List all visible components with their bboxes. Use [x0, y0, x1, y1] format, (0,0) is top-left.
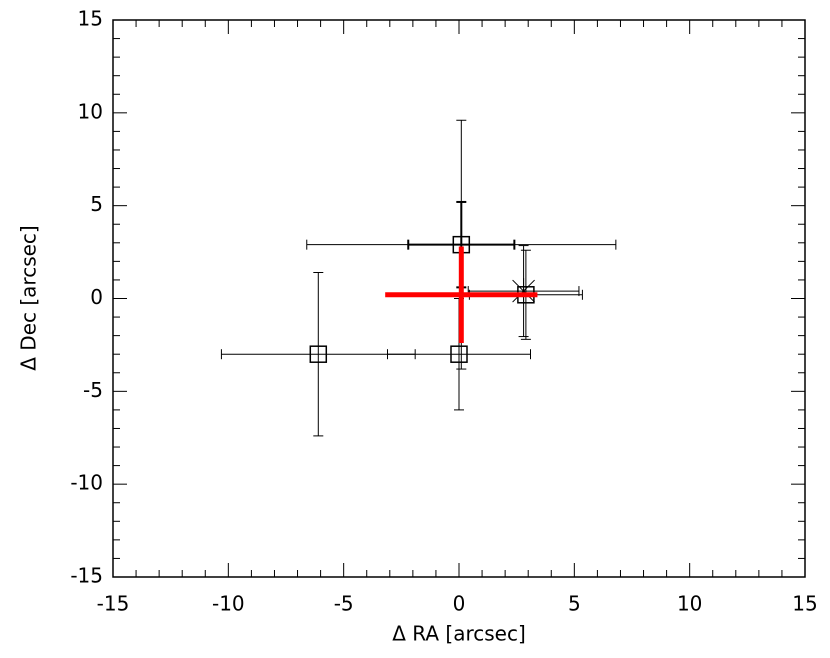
y-tick-label: 10: [78, 99, 103, 123]
y-axis-label: Δ Dec [arcsec]: [17, 225, 41, 370]
x-tick-label: 0: [453, 592, 466, 616]
x-tick-label: -5: [334, 592, 354, 616]
y-tick-label: -15: [70, 564, 103, 588]
y-tick-label: 5: [90, 192, 103, 216]
x-tick-label: 10: [677, 592, 702, 616]
x-tick-label: 15: [792, 592, 817, 616]
y-tick-label: 0: [90, 285, 103, 309]
square-marker: [309, 345, 328, 363]
x-axis-label: Δ RA [arcsec]: [392, 622, 526, 646]
square-marker: [450, 345, 468, 363]
x-tick-label: -10: [212, 592, 245, 616]
y-tick-label: 15: [78, 7, 103, 31]
x-tick-label: 5: [568, 592, 581, 616]
asterisk-marker: [512, 278, 535, 305]
y-tick-label: -10: [70, 471, 103, 495]
y-error-bar: [313, 272, 324, 437]
x-tick-label: -15: [97, 592, 130, 616]
y-tick-label: -5: [83, 378, 103, 402]
